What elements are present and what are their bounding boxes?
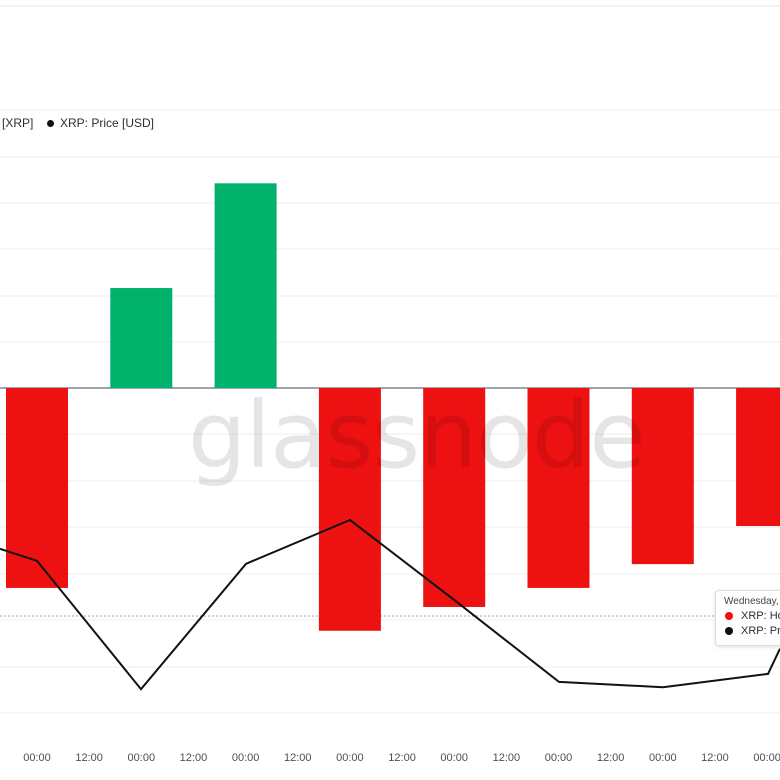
- x-tick-label: 12:00: [701, 752, 729, 764]
- tooltip-holder-label: XRP: Ho: [741, 610, 780, 622]
- bar[interactable]: [527, 388, 590, 588]
- x-tick-label: 00:00: [23, 752, 51, 764]
- tooltip: Wednesday, XRP: Ho XRP: Pri: [715, 590, 780, 646]
- legend-price-dot: [47, 119, 54, 127]
- tooltip-holder-dot: [725, 612, 733, 620]
- x-axis-ticks: 00:00 12:00 00:00 12:00 00:00 12:00 00:00 12:00…: [23, 752, 780, 764]
- x-tick-label: 12:00: [388, 752, 416, 764]
- tooltip-row-holder: XRP: Ho: [725, 610, 780, 622]
- price-line: [0, 518, 780, 691]
- x-tick-label: 00:00: [128, 752, 156, 764]
- tooltip-date: Wednesday,: [724, 596, 779, 607]
- bar[interactable]: [736, 388, 780, 527]
- bar[interactable]: [318, 388, 381, 631]
- x-tick-label: 00:00: [753, 752, 780, 764]
- bar[interactable]: [423, 388, 486, 607]
- bars-layer: [6, 183, 780, 631]
- legend-item-price[interactable]: XRP: Price [USD]: [47, 116, 154, 130]
- x-tick-label: 12:00: [284, 752, 312, 764]
- x-tick-label: 00:00: [649, 752, 677, 764]
- legend-holder-label: [XRP]: [2, 116, 34, 130]
- legend-item-holder[interactable]: [XRP]: [2, 116, 33, 130]
- bar[interactable]: [6, 388, 68, 588]
- x-tick-label: 00:00: [336, 752, 364, 764]
- tooltip-price-dot: [725, 627, 733, 635]
- x-tick-label: 12:00: [597, 752, 625, 764]
- bar[interactable]: [214, 183, 277, 388]
- x-tick-label: 12:00: [493, 752, 521, 764]
- x-tick-label: 12:00: [75, 752, 103, 764]
- x-tick-label: 00:00: [545, 752, 573, 764]
- tooltip-row-price: XRP: Pri: [725, 625, 780, 637]
- tooltip-price-label: XRP: Pri: [741, 625, 780, 637]
- x-tick-label: 00:00: [232, 752, 260, 764]
- watermark-logo: glassnode: [188, 382, 646, 489]
- x-tick-label: 12:00: [180, 752, 208, 764]
- legend-price-label: XRP: Price [USD]: [60, 116, 155, 130]
- bar[interactable]: [631, 388, 694, 565]
- bar[interactable]: [110, 288, 173, 388]
- x-tick-label: 00:00: [440, 752, 468, 764]
